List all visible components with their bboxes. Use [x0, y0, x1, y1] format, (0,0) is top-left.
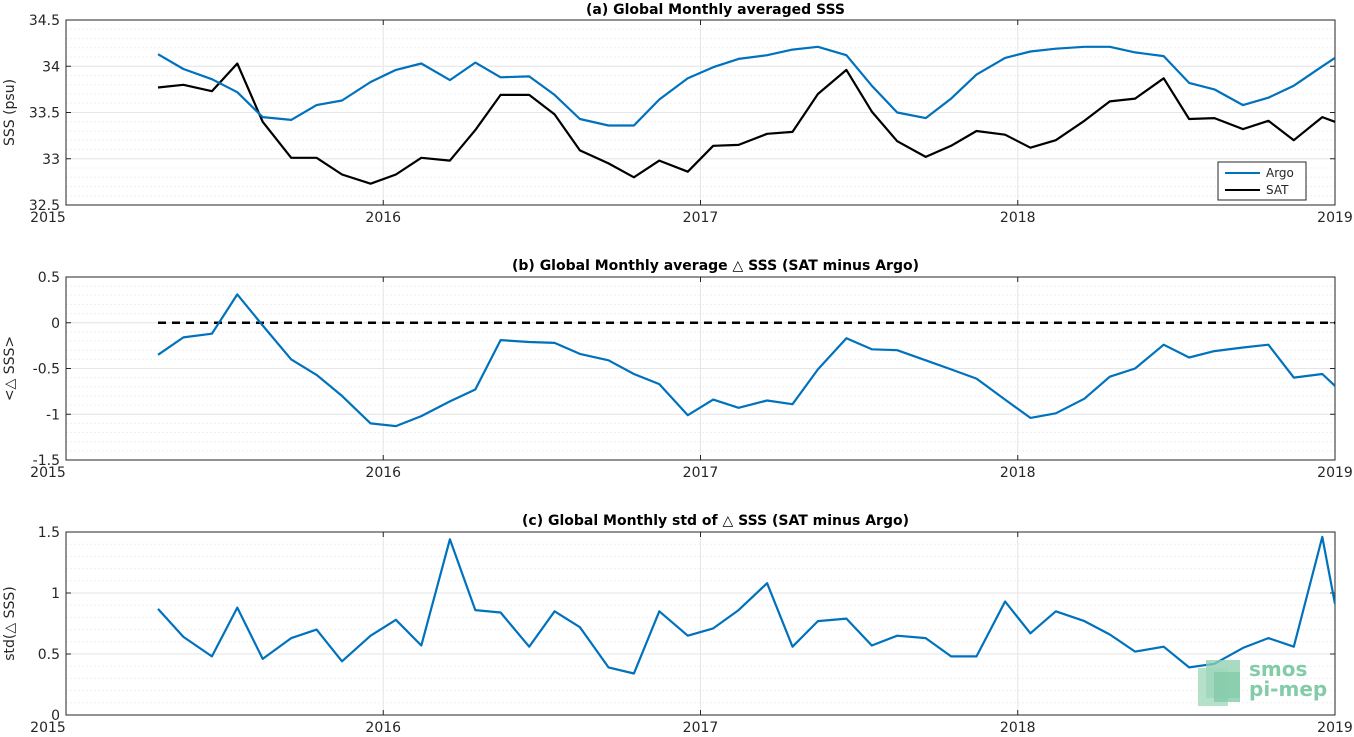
x-tick-label: 2016: [365, 720, 401, 736]
legend-box: [1217, 161, 1307, 201]
series-line-argo: [157, 45, 1335, 127]
y-tick-label: 0: [51, 316, 60, 332]
y-tick-label: 0: [51, 708, 60, 724]
x-tick-label: 2018: [1000, 465, 1036, 481]
legend-label-sat: SAT: [1266, 183, 1289, 197]
x-tick-label: 2019: [1317, 720, 1353, 736]
smos-logo-icon: [1198, 660, 1240, 706]
y-tick-label: 1.5: [38, 525, 60, 541]
series-line-delta-sss: [157, 535, 1335, 675]
y-axis-label: <△ SSS>: [2, 336, 18, 401]
plot-area: [157, 293, 1335, 428]
y-axis-label: SSS (psu): [2, 79, 18, 146]
x-tick-label: 2017: [683, 465, 719, 481]
x-tick-label: 2018: [1000, 720, 1036, 736]
x-tick-label: 2015: [30, 210, 66, 226]
y-tick-label: 34: [42, 59, 60, 75]
watermark-line2: pi-mep: [1249, 677, 1327, 701]
y-tick-label: 34.5: [29, 13, 60, 29]
chart-title: (c) Global Monthly std of △ SSS (SAT min…: [522, 513, 909, 529]
y-tick-label: 33: [42, 152, 60, 168]
y-tick-label: 33.5: [29, 106, 60, 122]
x-tick-label: 2015: [30, 720, 66, 736]
x-tick-label: 2016: [365, 465, 401, 481]
chart-title: (b) Global Monthly average △ SSS (SAT mi…: [512, 258, 919, 274]
series-line-sat: [157, 62, 1335, 185]
y-tick-label: 0.5: [38, 647, 60, 663]
series-line-delta-sss: [157, 293, 1335, 428]
y-tick-label: -0.5: [33, 362, 60, 378]
plot-area: [157, 535, 1335, 675]
watermark-line1: smos: [1249, 657, 1307, 681]
x-tick-label: 2017: [683, 210, 719, 226]
y-axis-label: std(△ SSS): [2, 586, 18, 660]
y-tick-label: 1: [51, 586, 60, 602]
y-tick-label: -1: [46, 407, 60, 423]
watermark: smos pi-mep: [1198, 657, 1327, 706]
y-tick-label: 32.5: [29, 198, 60, 214]
x-tick-label: 2016: [365, 210, 401, 226]
chart-panel-0: 32.5 33 33.5 34 34.5 2015 2016 2017 2018 2019 (a) …: [2, 2, 1353, 226]
legend: Argo SAT: [1217, 161, 1307, 201]
y-tick-label: 0.5: [38, 270, 60, 286]
x-tick-label: 2015: [30, 465, 66, 481]
chart-panel-2: 0 0.5 1 1.5 2015 2016 2017 2018 2019 (c) Global M…: [2, 513, 1353, 736]
x-tick-label: 2018: [1000, 210, 1036, 226]
y-tick-label: -1.5: [33, 453, 60, 469]
chart-title: (a) Global Monthly averaged SSS: [586, 2, 845, 18]
x-tick-label: 2019: [1317, 465, 1353, 481]
plot-area: [157, 45, 1335, 185]
legend-label-argo: Argo: [1266, 166, 1294, 180]
x-tick-label: 2019: [1317, 210, 1353, 226]
x-tick-label: 2017: [683, 720, 719, 736]
chart-panel-1: -1.5 -1 -0.5 0 0.5 2015 2016 2017 2018 2019 (b) Gl…: [2, 258, 1353, 481]
